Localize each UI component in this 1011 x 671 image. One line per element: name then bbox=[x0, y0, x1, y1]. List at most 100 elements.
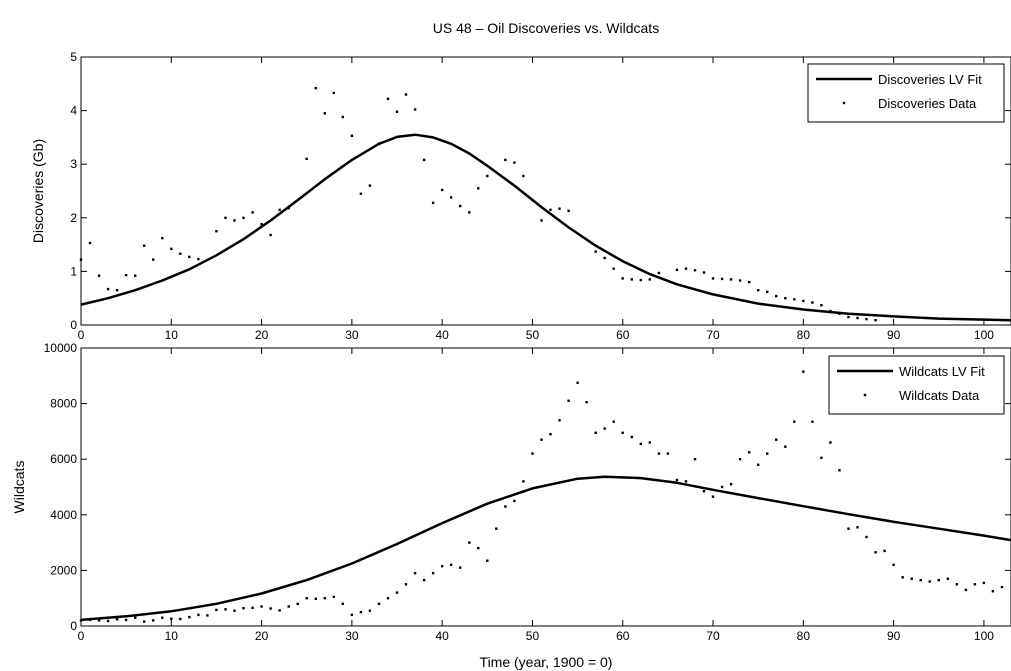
data-point bbox=[892, 563, 895, 566]
data-point bbox=[413, 572, 417, 575]
data-point bbox=[377, 142, 381, 145]
data-point bbox=[161, 616, 164, 619]
data-point bbox=[684, 480, 688, 483]
data-point bbox=[820, 304, 823, 307]
data-point bbox=[115, 289, 119, 292]
data-point bbox=[359, 192, 363, 195]
data-point bbox=[729, 483, 733, 486]
data-point bbox=[495, 527, 498, 530]
data-point bbox=[748, 280, 751, 284]
x-tick-label: 100 bbox=[974, 629, 994, 643]
data-point bbox=[350, 134, 354, 137]
data-point bbox=[711, 277, 715, 280]
data-point bbox=[748, 451, 751, 454]
data-point bbox=[820, 456, 823, 459]
data-point bbox=[738, 279, 742, 282]
y-tick-label: 4 bbox=[70, 104, 77, 118]
data-point bbox=[368, 609, 372, 612]
data-point bbox=[811, 420, 814, 423]
data-point bbox=[459, 204, 462, 208]
data-point bbox=[513, 499, 516, 503]
data-point bbox=[829, 309, 832, 313]
x-tick-label: 30 bbox=[345, 328, 359, 342]
legend-box bbox=[828, 355, 1005, 415]
data-point bbox=[775, 294, 778, 298]
legend-point-swatch bbox=[863, 393, 867, 397]
data-point bbox=[802, 370, 805, 373]
x-tick-label: 10 bbox=[165, 629, 179, 643]
y-tick-label: 6000 bbox=[50, 452, 77, 466]
x-tick-label: 40 bbox=[435, 328, 449, 342]
x-tick-label: 0 bbox=[78, 328, 85, 342]
legend-point-swatch bbox=[842, 101, 846, 105]
data-point bbox=[341, 602, 344, 605]
data-point bbox=[350, 613, 354, 617]
data-point bbox=[847, 527, 850, 530]
data-point bbox=[621, 431, 624, 434]
data-point bbox=[143, 244, 146, 247]
data-point bbox=[314, 86, 317, 90]
data-point bbox=[215, 230, 218, 233]
data-point bbox=[838, 312, 841, 315]
data-point bbox=[784, 297, 787, 300]
data-point bbox=[124, 618, 128, 622]
legend-label: Discoveries Data bbox=[878, 96, 977, 111]
data-point bbox=[215, 608, 218, 612]
x-tick-label: 90 bbox=[887, 328, 901, 342]
data-point bbox=[395, 591, 399, 594]
data-point bbox=[260, 223, 263, 226]
data-point bbox=[504, 505, 507, 508]
data-point bbox=[179, 252, 182, 255]
x-tick-label: 70 bbox=[706, 328, 720, 342]
data-point bbox=[847, 315, 850, 319]
data-point bbox=[675, 268, 679, 271]
data-point bbox=[522, 174, 525, 178]
data-point bbox=[865, 317, 868, 321]
data-point bbox=[522, 480, 525, 483]
data-point bbox=[459, 566, 462, 569]
data-point bbox=[612, 420, 615, 423]
data-point bbox=[106, 619, 110, 623]
data-point bbox=[937, 578, 940, 582]
data-point bbox=[395, 110, 399, 113]
data-point bbox=[359, 610, 363, 614]
data-point bbox=[152, 619, 155, 622]
data-point bbox=[368, 184, 372, 187]
data-point bbox=[161, 237, 164, 240]
data-point bbox=[260, 605, 263, 608]
data-point bbox=[188, 255, 191, 259]
data-point bbox=[477, 187, 480, 190]
data-point bbox=[332, 595, 335, 598]
data-point bbox=[883, 549, 886, 553]
data-point bbox=[79, 258, 83, 261]
data-point bbox=[567, 209, 570, 212]
fit-line bbox=[80, 133, 1011, 322]
data-point bbox=[97, 619, 101, 622]
data-point bbox=[946, 577, 949, 580]
data-point bbox=[278, 609, 281, 612]
data-point bbox=[504, 158, 507, 162]
y-tick-label: 3 bbox=[70, 157, 77, 171]
data-point bbox=[639, 278, 642, 282]
data-point bbox=[88, 618, 92, 622]
data-point bbox=[468, 211, 471, 214]
data-point bbox=[287, 207, 290, 210]
data-point bbox=[296, 602, 299, 605]
data-point bbox=[811, 301, 814, 304]
data-point bbox=[431, 572, 435, 575]
data-point bbox=[115, 618, 119, 621]
fit-line bbox=[80, 475, 1011, 622]
legend-box bbox=[807, 63, 1005, 123]
wildcats-panel: 0 10 20 30 40 50 60 70 80 90 100 0 2000 4000 6000 8000 1… bbox=[11, 341, 1011, 643]
data-point bbox=[594, 250, 597, 253]
data-point bbox=[188, 615, 191, 619]
legend-label: Discoveries LV Fit bbox=[878, 72, 982, 87]
data-point bbox=[675, 478, 679, 482]
data-point bbox=[450, 563, 453, 566]
data-point bbox=[134, 616, 137, 619]
data-point bbox=[729, 278, 733, 281]
data-point bbox=[648, 441, 651, 444]
data-point bbox=[982, 581, 986, 585]
data-point bbox=[757, 289, 760, 292]
data-point bbox=[919, 578, 922, 582]
